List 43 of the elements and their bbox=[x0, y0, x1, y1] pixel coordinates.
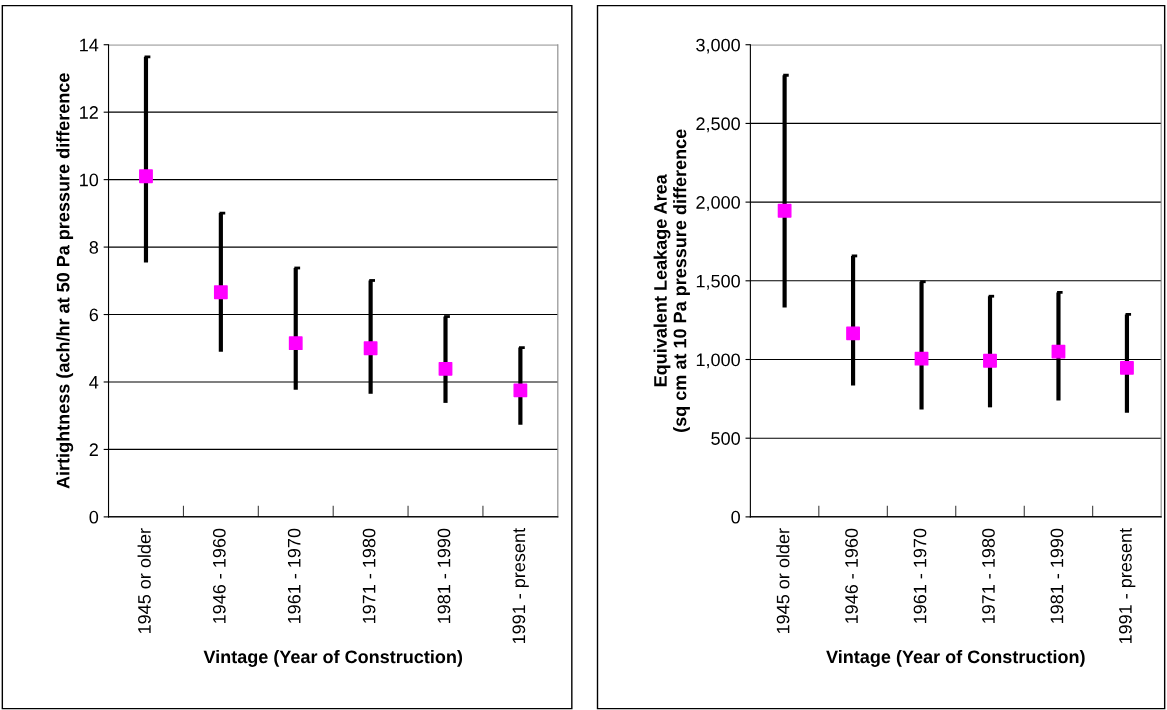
x-tick-label: 1981 - 1990 bbox=[1050, 528, 1064, 623]
point bbox=[288, 336, 303, 351]
y-tick-label: 2,500 bbox=[696, 117, 740, 133]
x-tick-label: 1981 - 1990 bbox=[437, 528, 451, 623]
point bbox=[513, 383, 528, 398]
y-axis-title: Equivalent Leakage Area (sq cm at 10 Pa pressure difference bbox=[653, 129, 690, 432]
x-tick-label: 1945 or older bbox=[776, 528, 790, 634]
x-tick-label: 1971 - 1980 bbox=[982, 528, 995, 623]
x-tick-label: 1961 - 1970 bbox=[287, 528, 301, 623]
y-tick-label: 0 bbox=[731, 510, 740, 524]
point bbox=[914, 351, 929, 366]
y-tick-label: 8 bbox=[89, 241, 99, 254]
y-tick-label: 2 bbox=[89, 443, 98, 456]
x-tick-label: 1946 - 1960 bbox=[845, 528, 858, 623]
y-tick-label: 1,500 bbox=[696, 274, 740, 290]
x-tick-label: 1971 - 1980 bbox=[362, 528, 376, 623]
x-axis-title: Vintage (Year of Construction) bbox=[826, 649, 1085, 667]
x-tick-label: 1991 - present bbox=[1118, 528, 1136, 644]
y-tick-label: 14 bbox=[80, 38, 99, 52]
point bbox=[777, 203, 792, 218]
y-tick-label: 4 bbox=[89, 376, 99, 389]
point bbox=[846, 326, 860, 341]
y-tick-label: 3,000 bbox=[696, 38, 740, 54]
point bbox=[1120, 360, 1134, 375]
x-tick-label: 1991 - present bbox=[512, 528, 529, 644]
y-tick-label: 2,000 bbox=[696, 196, 740, 211]
point bbox=[139, 169, 153, 184]
x-tick-label: 1945 or older bbox=[137, 528, 151, 634]
y-tick-label: 0 bbox=[89, 510, 99, 524]
point bbox=[363, 341, 378, 356]
y-axis-title: Airtightness (ach/hr at 50 Pa pressure difference bbox=[56, 73, 74, 489]
y-tick-label: 10 bbox=[80, 173, 99, 187]
y-tick-label: 1,000 bbox=[696, 353, 740, 369]
point bbox=[213, 285, 228, 300]
x-axis-title: Vintage (Year of Construction) bbox=[203, 649, 463, 667]
y-tick-label: 500 bbox=[711, 432, 740, 445]
y-tick-label: 12 bbox=[80, 106, 98, 119]
y-tick-label: 6 bbox=[89, 308, 99, 322]
point bbox=[983, 353, 997, 368]
point bbox=[438, 361, 453, 376]
x-tick-label: 1946 - 1960 bbox=[212, 528, 226, 623]
x-tick-label: 1961 - 1970 bbox=[913, 528, 927, 623]
point bbox=[1051, 344, 1066, 359]
